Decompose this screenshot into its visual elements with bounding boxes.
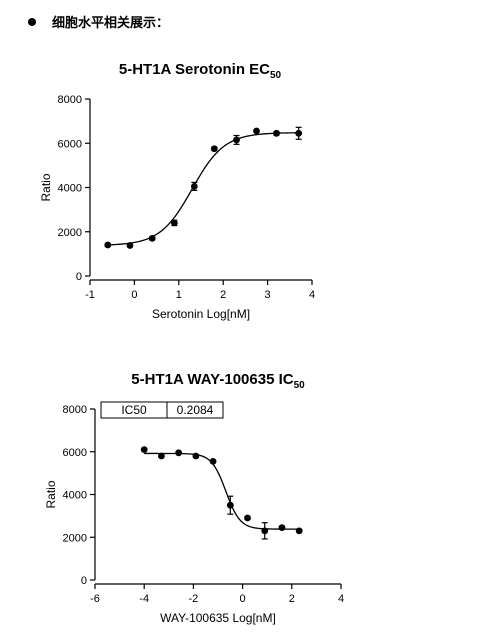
- chart1-x-tick-label: 3: [265, 289, 271, 301]
- chart2-data-point: [209, 457, 217, 465]
- chart1-y-tick-label: 8000: [58, 94, 82, 106]
- chart1-y-tick-label: 6000: [58, 138, 82, 150]
- chart1-x-tick-label: 1: [176, 289, 182, 301]
- section-heading-text: 细胞水平相关展示：: [52, 16, 170, 31]
- chart1-title: 5-HT1A Serotonin EC50: [119, 61, 282, 81]
- chart2-data-point: [226, 501, 234, 509]
- chart2-title-subscript: 50: [294, 380, 306, 391]
- chart2-x-tick-label: -4: [139, 593, 149, 605]
- chart2-y-tick-label: 8000: [63, 404, 87, 416]
- chart1-y-tick-label: 0: [76, 271, 82, 283]
- chart2-x-tick-label: 4: [338, 593, 344, 605]
- chart1-fit-curve: [107, 132, 299, 246]
- section-heading: 细胞水平相关展示：: [28, 12, 169, 31]
- chart2-data-point: [175, 449, 183, 457]
- chart2-x-tick-label: 0: [240, 593, 246, 605]
- chart1-title-main: 5-HT1A Serotonin EC: [119, 61, 270, 78]
- chart2-title-main: 5-HT1A WAY-100635 IC: [131, 371, 293, 388]
- chart2-y-tick-label: 6000: [63, 447, 87, 459]
- chart2-y-axis-label: Ratio: [44, 480, 58, 508]
- chart1-data-point: [190, 182, 198, 190]
- chart1-y-tick-label: 2000: [58, 227, 82, 239]
- chart2-data-point: [261, 527, 269, 535]
- chart1-data-point: [295, 129, 303, 137]
- chart1-x-tick-label: 0: [131, 289, 137, 301]
- chart1-y-axis-label: Ratio: [39, 173, 53, 201]
- serotonin-ec50-chart: 5-HT1A Serotonin EC50 0 2000 4000 6000 8000 -1…: [39, 61, 315, 321]
- chart2-data-point: [140, 446, 148, 454]
- chart1-data-point: [233, 136, 240, 144]
- chart2-y-tick-label: 4000: [63, 490, 87, 502]
- chart2-x-tick-label: 2: [289, 593, 295, 605]
- chart2-data-point: [244, 514, 251, 522]
- chart2-fit-curve: [144, 452, 300, 530]
- chart1-x-tick-label: 4: [309, 289, 315, 301]
- chart2-result-label: IC50: [121, 403, 147, 417]
- chart1-data-point: [126, 242, 134, 249]
- chart1-data-point: [170, 219, 178, 227]
- chart2-result-table: [100, 401, 224, 419]
- chart2-x-tick-label: -2: [189, 593, 199, 605]
- chart1-data-point: [104, 241, 112, 249]
- chart2-data-point: [295, 527, 303, 535]
- chart1-data-point: [253, 127, 260, 135]
- chart1-y-tick-label: 4000: [58, 183, 82, 195]
- way100635-ic50-chart: 5-HT1A WAY-100635 IC50 0 2000 4000 6000 8000 -…: [44, 371, 344, 625]
- chart2-y-tick-label: 2000: [63, 532, 87, 544]
- chart1-x-tick-label: 2: [220, 289, 226, 301]
- chart2-x-axis-label: WAY-100635 Log[nM]: [160, 611, 276, 625]
- chart2-y-tick-label: 0: [81, 575, 87, 587]
- chart2-result-value: 0.2084: [177, 403, 214, 417]
- chart1-data-point: [273, 129, 280, 137]
- chart1-x-tick-label: -1: [85, 289, 95, 301]
- bullet-icon: [28, 17, 36, 26]
- chart2-data-point: [192, 452, 200, 460]
- chart1-data-point: [210, 145, 218, 153]
- chart2-data-point: [158, 452, 165, 460]
- chart2-title: 5-HT1A WAY-100635 IC50: [131, 371, 305, 391]
- chart2-data-point: [278, 524, 286, 532]
- chart1-title-subscript: 50: [270, 70, 282, 81]
- chart2-x-tick-label: -6: [90, 593, 100, 605]
- chart1-x-axis-label: Serotonin Log[nM]: [152, 307, 250, 321]
- chart1-data-point: [148, 234, 156, 242]
